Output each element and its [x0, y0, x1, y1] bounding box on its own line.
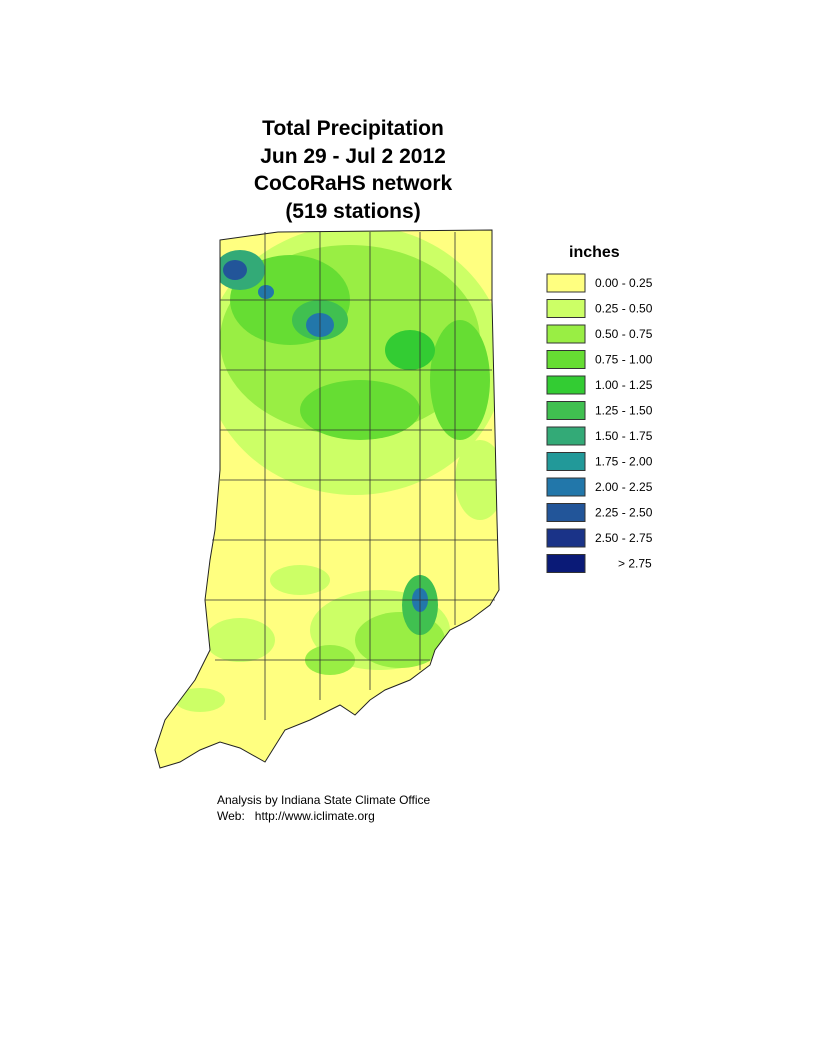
legend-label: 0.25 - 0.50: [595, 302, 653, 316]
footer-line: Web: http://www.iclimate.org: [217, 809, 375, 823]
legend-label: 1.50 - 1.75: [595, 429, 653, 443]
county-lines: [205, 232, 497, 720]
title-line: Jun 29 - Jul 2 2012: [260, 145, 446, 168]
state-outline: [154, 229, 500, 769]
legend-swatch: [546, 554, 586, 573]
legend-label: 2.50 - 2.75: [595, 531, 653, 545]
legend-label: 0.75 - 1.00: [595, 353, 653, 367]
legend-label: 1.75 - 2.00: [595, 455, 653, 469]
legend-label: 2.25 - 2.50: [595, 506, 653, 520]
legend-swatch: [546, 528, 586, 548]
legend-swatch: [546, 324, 586, 344]
footer-line: Analysis by Indiana State Climate Office: [217, 793, 431, 807]
legend-swatch: [546, 477, 586, 497]
legend-label: 0.00 - 0.25: [595, 276, 653, 290]
legend-swatch: [546, 350, 586, 369]
legend-swatch: [546, 401, 586, 420]
legend-swatch: [546, 503, 586, 522]
legend-swatch: [546, 299, 586, 318]
legend-label: > 2.75: [618, 557, 652, 571]
legend-swatch: [546, 426, 586, 446]
legend-title: inches: [569, 244, 620, 261]
precip-map: [155, 230, 499, 768]
legend-swatch: [546, 273, 586, 293]
title-line: CoCoRaHS network: [254, 172, 453, 195]
legend-label: 2.00 - 2.25: [595, 480, 653, 494]
legend-swatch: [546, 375, 586, 395]
legend-label: 0.50 - 0.75: [595, 327, 653, 341]
legend-label: 1.00 - 1.25: [595, 378, 653, 392]
legend-label: 1.25 - 1.50: [595, 404, 653, 418]
legend-swatch: [546, 452, 586, 471]
title-line: (519 stations): [285, 200, 420, 223]
legend: 0.00 - 0.25 0.25 - 0.50 0.50 - 0.75 0.75 - …: [546, 273, 653, 573]
title-line: Total Precipitation: [262, 117, 444, 140]
